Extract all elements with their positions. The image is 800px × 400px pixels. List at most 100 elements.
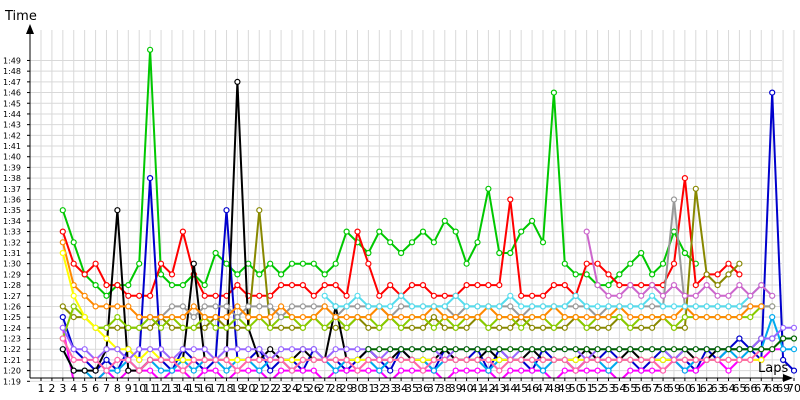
series-15-point [769, 346, 776, 353]
series-12-point [485, 303, 492, 310]
series-10-point [747, 303, 754, 310]
y-tick-label: 1:49 [3, 56, 21, 65]
x-tick-label: 4 [70, 382, 77, 395]
series-14-point [125, 356, 132, 363]
series-10-point [103, 303, 110, 310]
y-axis-title: Time [4, 9, 37, 24]
series-8-point [114, 314, 121, 321]
series-6-point [539, 367, 547, 374]
series-5-point [594, 367, 601, 374]
series-2-point [550, 282, 558, 289]
series-9-point [223, 303, 230, 310]
series-12-point [365, 303, 372, 310]
y-tick-label: 1:26 [3, 302, 21, 311]
series-11-point [659, 356, 667, 363]
y-tick-label: 1:27 [3, 292, 21, 301]
series-1-point [430, 239, 437, 246]
x-tick-label: 43 [492, 382, 506, 395]
x-tick-label: 61 [689, 382, 703, 395]
series-8-point [245, 324, 252, 331]
series-14-point [518, 356, 525, 363]
series-14-point [321, 356, 328, 363]
series-6-point [332, 367, 339, 374]
y-tick-label: 1:29 [3, 270, 21, 279]
series-3-point [267, 367, 274, 374]
series-11-point [59, 249, 66, 257]
series-14-point [147, 356, 154, 363]
series-16-point [769, 292, 776, 299]
series-13-point [190, 346, 197, 353]
series-2-point [234, 282, 241, 289]
series-3-point [223, 207, 230, 214]
x-tick-label: 7 [103, 382, 110, 395]
series-14-point [201, 356, 208, 363]
series-10-point [157, 314, 165, 321]
series-13-point [201, 346, 208, 353]
series-5-point [725, 367, 732, 374]
series-2-point [354, 228, 361, 235]
x-tick-label: 70 [787, 382, 800, 395]
series-1-point [70, 239, 77, 246]
series-10-point [147, 314, 154, 321]
series-1-point [387, 239, 394, 246]
series-1-point [474, 239, 481, 246]
y-tick-label: 1:34 [3, 217, 21, 226]
series-4-point [681, 324, 689, 331]
series-14-point [278, 356, 285, 363]
series-14-point [387, 356, 394, 363]
series-16-point [583, 228, 590, 235]
series-2-point [310, 292, 317, 299]
series-9-point [670, 196, 678, 203]
series-2-point [670, 260, 678, 267]
series-2-point [343, 292, 350, 299]
series-5-point [638, 367, 645, 374]
x-tick-label: 58 [656, 382, 670, 395]
series-16-point [758, 282, 765, 289]
series-10-point [81, 292, 88, 299]
series-14-point [474, 356, 481, 363]
series-8-point [627, 324, 634, 331]
series-14-point [354, 367, 361, 374]
series-2-point [288, 282, 296, 289]
series-14-point [168, 356, 176, 363]
series-line-8 [61, 305, 773, 339]
series-5-point [201, 367, 208, 374]
y-tick-label: 1:28 [3, 281, 21, 290]
series-12-point [463, 303, 470, 310]
series-10-point [736, 314, 743, 321]
series-9-point [267, 303, 274, 310]
series-10-point [114, 303, 121, 310]
series-12-point [659, 303, 667, 310]
series-14-point [659, 367, 667, 374]
series-15-point [692, 346, 699, 353]
series-14-point [725, 356, 732, 363]
series-16-point [714, 292, 721, 299]
series-8-point [670, 324, 678, 331]
series-15-point [561, 346, 568, 353]
series-1-point [157, 271, 165, 278]
series-10-point [474, 314, 481, 321]
series-12-point [507, 292, 514, 299]
series-12-point [714, 303, 721, 310]
series-12-point [430, 303, 437, 310]
series-14-point [736, 356, 743, 363]
series-1-point [659, 260, 667, 267]
series-10-point [518, 314, 525, 321]
series-9-point [212, 303, 219, 310]
series-13-point [278, 346, 285, 353]
series-2-point [638, 282, 645, 289]
series-12-point [638, 303, 645, 310]
y-tick-label: 1:37 [3, 185, 21, 194]
series-6-point [256, 367, 263, 374]
series-12-point [321, 292, 328, 299]
series-10-point [398, 314, 405, 321]
series-12-point [692, 303, 699, 310]
y-tick-label: 1:45 [3, 99, 21, 108]
series-5-point [299, 367, 306, 374]
series-5-point [518, 367, 525, 374]
x-tick-label: 26 [307, 382, 321, 395]
x-tick-label: 50 [569, 382, 583, 395]
series-12-point [518, 303, 525, 310]
x-tick-label: 60 [678, 382, 692, 395]
series-5-point [528, 367, 536, 374]
